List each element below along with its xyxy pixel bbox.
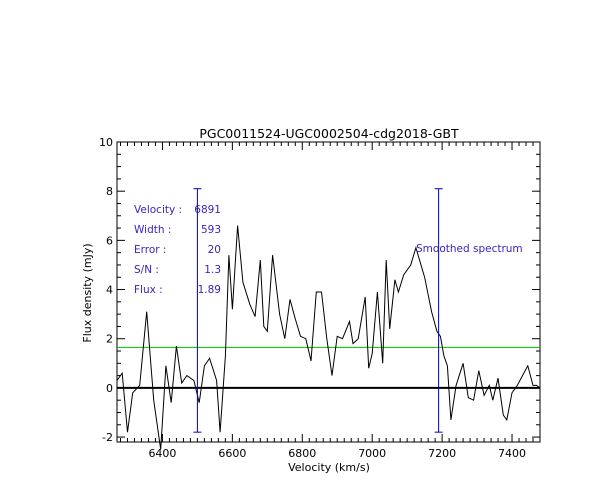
- y-tick-label: 2: [106, 333, 113, 346]
- annotation-value: 1.89: [198, 284, 221, 296]
- annotation-label: Velocity :: [134, 204, 182, 216]
- annotation-value: 1.3: [204, 264, 221, 276]
- y-tick-label: -2: [102, 431, 113, 444]
- x-tick-label: 6400: [148, 447, 176, 460]
- annotation-label: S/N :: [134, 264, 159, 276]
- annotation-label: Flux :: [134, 284, 163, 296]
- annotation-value: 593: [201, 224, 221, 236]
- x-tick-label: 7000: [358, 447, 386, 460]
- y-tick-label: 6: [106, 234, 113, 247]
- y-tick-label: 0: [106, 382, 113, 395]
- x-axis-label: Velocity (km/s): [288, 461, 370, 474]
- chart-title: PGC0011524-UGC0002504-cdg2018-GBT: [199, 126, 459, 141]
- annotation-value: 20: [208, 244, 221, 256]
- y-tick-label: 8: [106, 185, 113, 198]
- x-tick-label: 7400: [498, 447, 526, 460]
- annotation-label: Width :: [134, 224, 171, 236]
- annotation-value: 6891: [194, 204, 221, 216]
- y-tick-label: 4: [106, 284, 113, 297]
- spectrum-legend-label: Smoothed spectrum: [416, 243, 523, 255]
- plot-area: 6400 6600 6800 7000 7200 7400 -2 0 2 4 6 8 10 Velocit…: [99, 136, 541, 460]
- x-tick-label: 7200: [428, 447, 456, 460]
- plot-frame: [116, 141, 541, 443]
- x-tick-label: 6600: [218, 447, 246, 460]
- annotation-label: Error :: [134, 244, 166, 256]
- x-tick-label: 6800: [288, 447, 316, 460]
- spectrum-line: [116, 225, 541, 450]
- y-tick-label: 10: [99, 136, 113, 149]
- y-axis-label: Flux density (mJy): [81, 243, 94, 342]
